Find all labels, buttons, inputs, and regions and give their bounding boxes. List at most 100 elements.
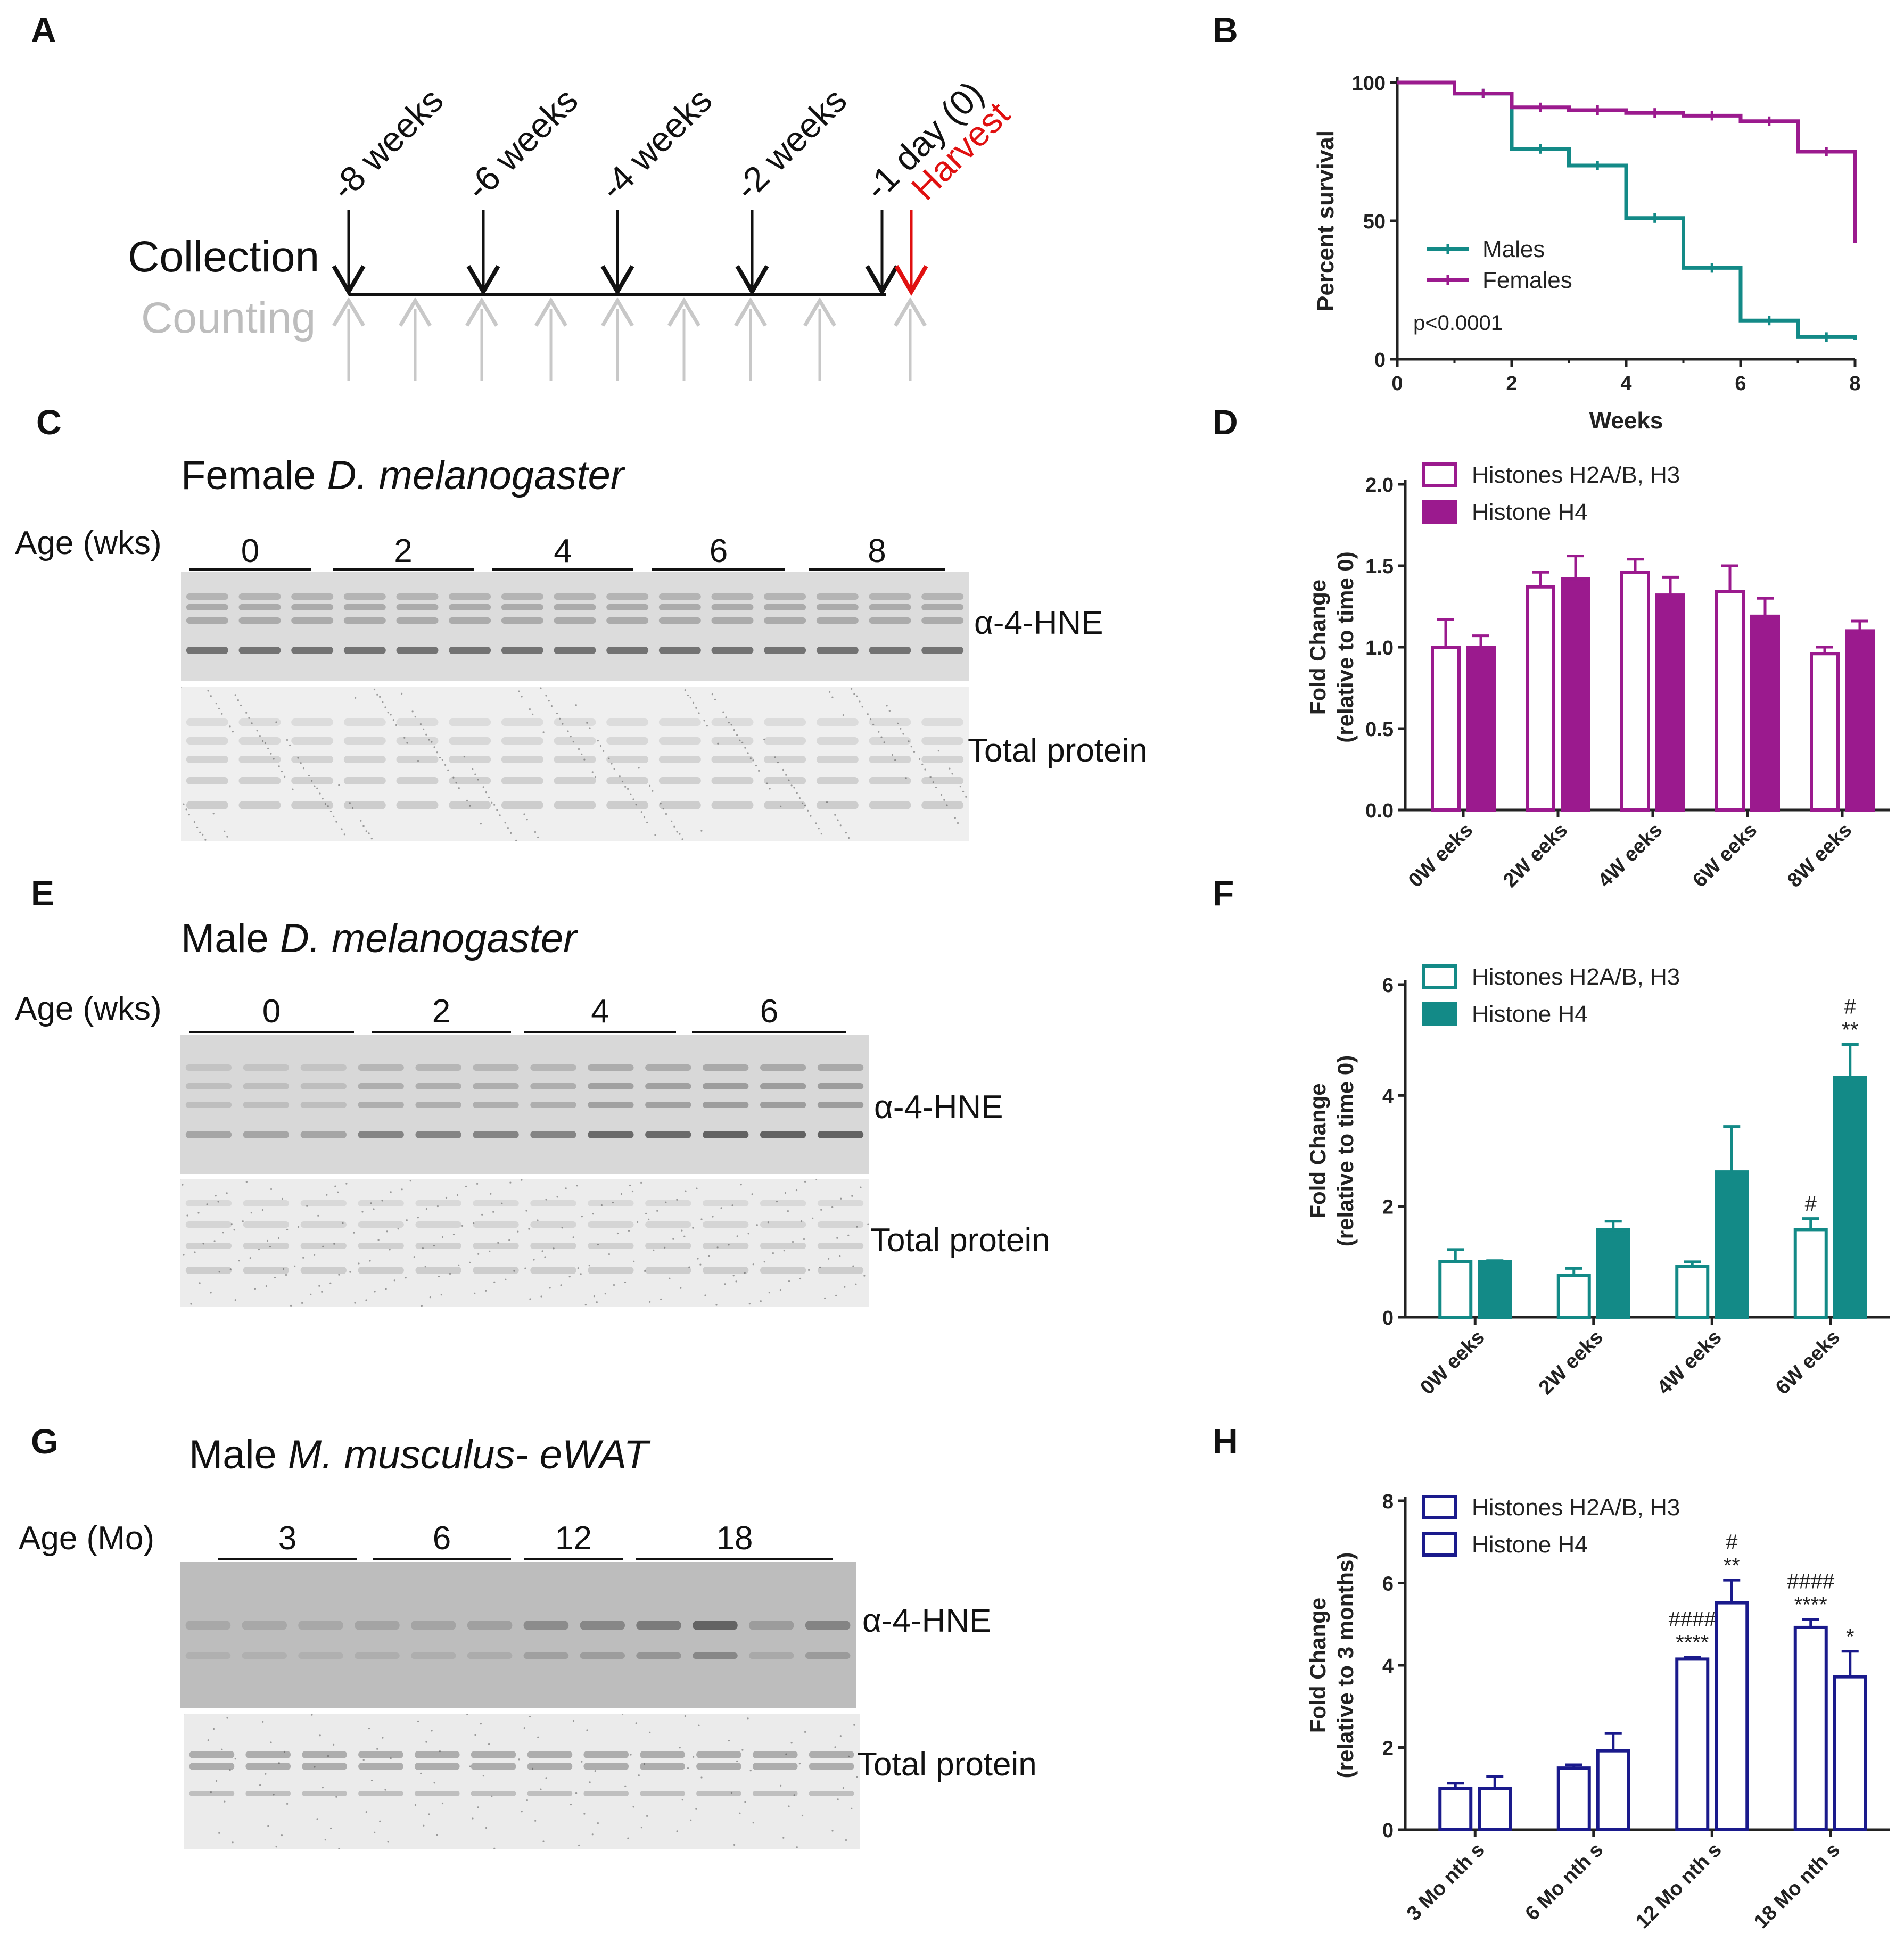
blot-speckle xyxy=(322,1245,324,1247)
blot-speckle xyxy=(226,1717,228,1719)
blot-speckle xyxy=(481,1213,483,1216)
counting-arrow-icon xyxy=(398,297,432,327)
blot-speckle xyxy=(908,740,910,742)
blot-speckle xyxy=(644,1270,646,1272)
blot-speckle xyxy=(215,703,217,705)
blot-speckle xyxy=(693,701,695,704)
blot-speckle xyxy=(853,1724,855,1726)
blot-speckle xyxy=(517,1230,519,1233)
bar xyxy=(1526,585,1555,812)
blot-speckle xyxy=(711,693,713,696)
blot-band xyxy=(473,1221,519,1228)
blot-speckle xyxy=(360,820,362,822)
blot-speckle xyxy=(401,692,403,695)
blot-speckle xyxy=(891,754,894,756)
lane-age-label: 6 xyxy=(709,533,728,569)
blot-speckle xyxy=(788,1280,790,1283)
blot-speckle xyxy=(643,816,646,819)
blot-speckle xyxy=(684,689,686,691)
blot-band xyxy=(696,1763,741,1770)
blot-speckle xyxy=(894,759,896,761)
blot-speckle xyxy=(341,828,343,830)
blot-speckle xyxy=(559,717,561,720)
blot-speckle xyxy=(334,1185,336,1187)
panel-label-d: D xyxy=(1213,402,1238,442)
blot-speckle xyxy=(521,1179,523,1181)
blot-speckle xyxy=(248,717,250,719)
blot-band xyxy=(580,1652,625,1659)
blot-band xyxy=(185,1652,231,1659)
blot-band xyxy=(243,1083,290,1089)
blot-speckle xyxy=(493,1281,496,1283)
blot-band xyxy=(298,1621,343,1630)
bar xyxy=(1556,1766,1591,1831)
lane-group-line xyxy=(524,1558,623,1560)
blot-band xyxy=(583,1751,629,1758)
y-tick-label: 4 xyxy=(1382,1085,1394,1108)
blot-speckle xyxy=(355,697,357,699)
blot-band xyxy=(343,593,386,600)
blot-band xyxy=(501,647,543,654)
blot-speckle xyxy=(424,1266,426,1268)
blot-band xyxy=(869,777,911,784)
blot-band xyxy=(414,1763,460,1770)
blot-band xyxy=(640,1791,685,1796)
blot-speckle xyxy=(526,1799,529,1801)
blot-band xyxy=(291,756,334,763)
blot-speckle xyxy=(277,1237,280,1239)
y-tick-label: 2 xyxy=(1382,1196,1394,1219)
blot-band xyxy=(658,756,701,763)
blot-speckle xyxy=(361,1211,364,1213)
blot-speckle xyxy=(837,819,839,821)
blot-speckle xyxy=(924,768,926,771)
blot-speckle xyxy=(640,1181,642,1184)
blot-speckle xyxy=(751,1193,753,1195)
blot-band xyxy=(588,1131,634,1138)
blot-speckle xyxy=(368,832,370,834)
blot-band xyxy=(640,1763,685,1770)
y-axis-label: Percent survival xyxy=(1313,130,1339,311)
blot-band xyxy=(186,756,228,763)
blot-speckle xyxy=(690,1819,692,1821)
blot-speckle xyxy=(482,1775,485,1777)
blot-band xyxy=(358,1243,404,1249)
blot-speckle xyxy=(671,820,673,822)
blot-band xyxy=(703,1267,749,1274)
blot-band xyxy=(817,1064,864,1071)
blot-speckle xyxy=(385,1288,387,1290)
blot-speckle xyxy=(902,733,904,735)
blot-speckle xyxy=(333,1243,335,1245)
blot-band xyxy=(302,1791,347,1796)
blot-speckle xyxy=(542,1840,545,1842)
blot-speckle xyxy=(578,748,580,750)
blot-speckle xyxy=(788,779,790,781)
blot-speckle xyxy=(627,1837,629,1839)
significance-mark: #### xyxy=(1669,1608,1717,1631)
blot-speckle xyxy=(275,721,277,723)
legend-swatch xyxy=(1422,500,1457,524)
panel-c-total-protein-blot xyxy=(181,687,969,841)
blot-band xyxy=(501,777,543,784)
blot-speckle xyxy=(856,1776,858,1778)
blot-band xyxy=(245,1751,291,1758)
blot-band xyxy=(816,756,859,763)
blot-band xyxy=(816,647,859,654)
blot-speckle xyxy=(704,1294,706,1296)
blot-speckle xyxy=(505,1278,507,1280)
blot-band xyxy=(530,1243,576,1249)
blot-speckle xyxy=(801,1220,803,1222)
blot-band xyxy=(658,604,701,610)
blot-band xyxy=(238,604,281,610)
significance-mark: ** xyxy=(1724,1554,1740,1577)
blot-speckle xyxy=(510,832,512,834)
panel-label-f: F xyxy=(1213,873,1234,913)
panel-c-age-label: Age (wks) xyxy=(15,525,162,561)
blot-band xyxy=(238,593,281,600)
blot-speckle xyxy=(597,1244,599,1246)
chart-h: 0 2 4 6 8 Fold Change (relative to 3 months) 3 … xyxy=(1305,1491,1890,1933)
blot-speckle xyxy=(463,756,466,758)
blot-band xyxy=(554,756,596,763)
bar xyxy=(1655,593,1685,812)
blot-speckle xyxy=(183,803,185,805)
blot-speckle xyxy=(373,1208,375,1210)
